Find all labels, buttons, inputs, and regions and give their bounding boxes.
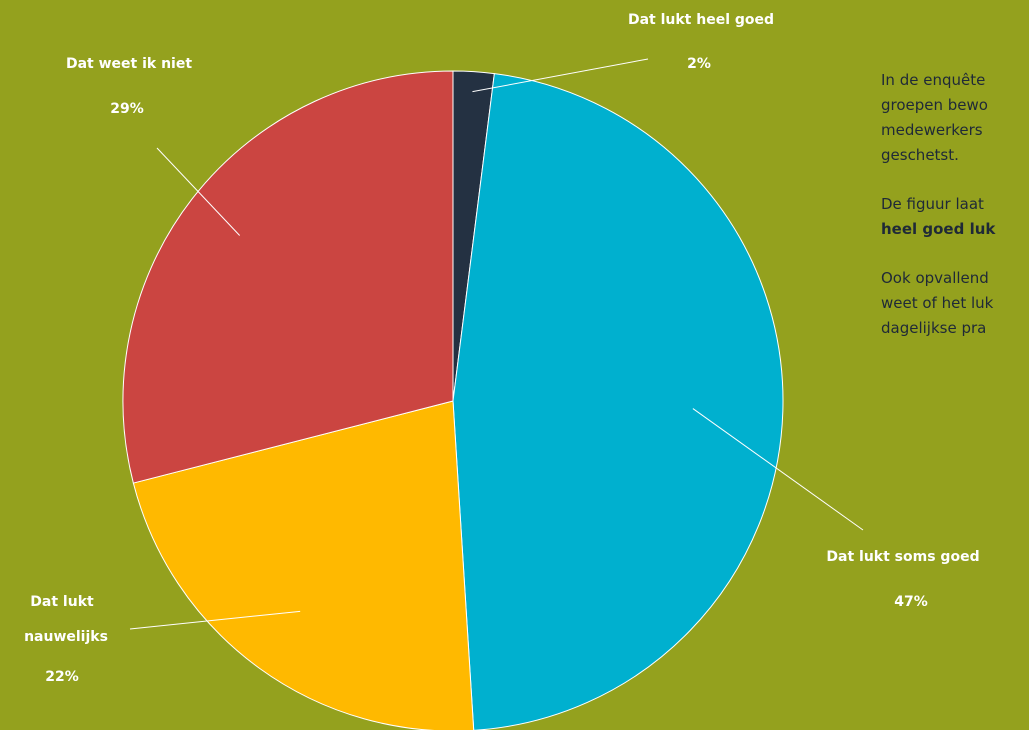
leader-soms-goed <box>692 408 864 531</box>
leader-heel-goed <box>472 58 649 93</box>
label-weet-niet: Dat weet ik niet <box>66 56 192 72</box>
slice-weet-niet <box>122 70 454 484</box>
value-heel-goed: 2% <box>687 56 711 72</box>
slice-nauwelijks <box>132 400 475 730</box>
value-nauwelijks: 22% <box>45 669 79 685</box>
side-p1-line-1: In de enquête <box>881 71 986 89</box>
side-paragraph-1: In de enquête groepen bewo medewerkers g… <box>881 68 1029 168</box>
side-p3-line-2: weet of het luk <box>881 294 994 312</box>
side-paragraph-3: Ook opvallend weet of het luk dagelijkse… <box>881 266 1029 341</box>
side-p1-line-4: geschetst. <box>881 146 959 164</box>
label-heel-goed: Dat lukt heel goed <box>628 12 774 28</box>
leader-lines <box>129 58 864 630</box>
value-soms-goed: 47% <box>894 594 928 610</box>
label-nauwelijks-line2: nauwelijks <box>24 629 108 645</box>
side-p3-line-1: Ook opvallend <box>881 269 989 287</box>
side-paragraph-2: De figuur laat heel goed luk <box>881 192 1029 242</box>
side-p1-line-2: groepen bewo <box>881 96 988 114</box>
value-weet-niet: 29% <box>110 101 144 117</box>
side-p2-line-1: De figuur laat <box>881 195 984 213</box>
side-p1-line-3: medewerkers <box>881 121 983 139</box>
pie-slices <box>122 70 784 730</box>
leader-weet-niet <box>156 147 241 236</box>
slice-soms-goed <box>452 73 784 730</box>
slice-labels: Dat lukt heel goed 2% Dat lukt soms goed… <box>24 12 980 685</box>
label-nauwelijks-line1: Dat lukt <box>30 594 94 610</box>
leader-nauwelijks <box>129 610 301 630</box>
side-text: In de enquête groepen bewo medewerkers g… <box>881 68 1029 365</box>
side-p3-line-3: dagelijkse pra <box>881 319 987 337</box>
side-p2-line-2: heel goed luk <box>881 220 996 238</box>
label-soms-goed: Dat lukt soms goed <box>826 549 979 565</box>
